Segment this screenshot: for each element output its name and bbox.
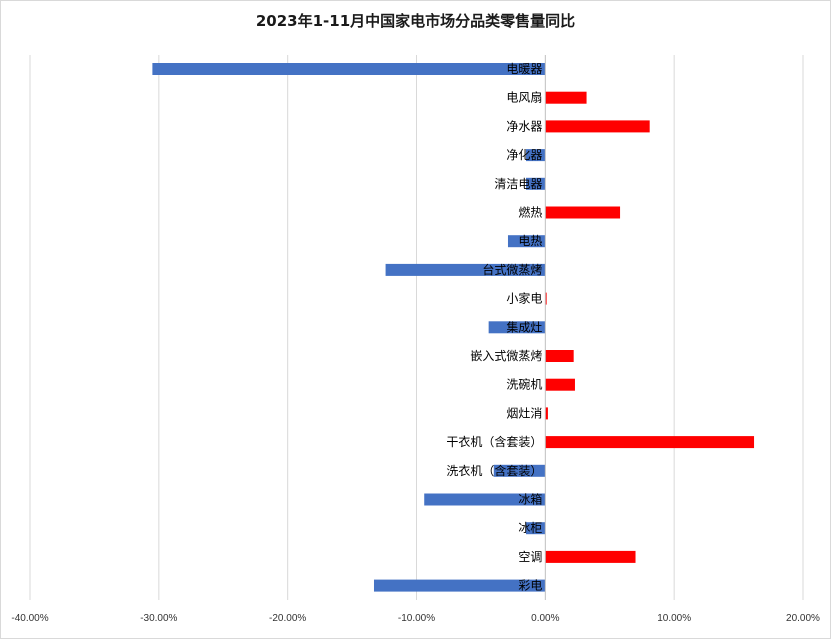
- category-label: 冰柜: [518, 521, 542, 535]
- x-tick-label: 10.00%: [657, 613, 691, 624]
- bar-10: [488, 321, 546, 334]
- chart-title: 2023年1-11月中国家电市场分品类零售量同比: [255, 12, 576, 30]
- grid-lines: [29, 55, 804, 600]
- category-label: 集成灶: [506, 319, 542, 334]
- category-label: 烟灶消: [506, 406, 542, 420]
- bar-19: [373, 579, 546, 592]
- category-label: 净水器: [506, 119, 542, 133]
- category-label: 清洁电器: [494, 177, 542, 191]
- bar-18: [545, 550, 636, 563]
- x-tick-label: -40.00%: [11, 613, 48, 624]
- bars: [152, 63, 755, 592]
- category-label: 台式微蒸烤: [482, 262, 542, 277]
- category-label: 洗碗机: [506, 377, 542, 392]
- bar-6: [545, 206, 621, 219]
- category-label: 干衣机（含套装）: [446, 434, 542, 449]
- bar-16: [424, 493, 546, 506]
- category-label: 洗衣机（含套装）: [446, 463, 542, 478]
- category-labels: 电暖器电风扇净水器净化器清洁电器燃热电热台式微蒸烤小家电集成灶嵌入式微蒸烤洗碗机…: [446, 62, 542, 593]
- x-tick-label: -10.00%: [398, 613, 435, 624]
- bar-9: [545, 292, 547, 305]
- category-label: 净化器: [506, 148, 542, 162]
- bar-11: [545, 350, 574, 362]
- category-label: 电暖器: [506, 62, 542, 76]
- category-label: 空调: [518, 550, 542, 564]
- category-label: 燃热: [518, 205, 542, 220]
- category-label: 电风扇: [506, 90, 542, 105]
- x-tick-label: 0.00%: [531, 613, 559, 624]
- x-tick-labels: -40.00% -30.00% -20.00% -10.00% 0.00% 10.00% 2…: [11, 613, 820, 624]
- bar-12: [545, 378, 575, 391]
- category-label: 电热: [518, 234, 542, 248]
- x-tick-label: 20.00%: [786, 613, 820, 624]
- category-label: 嵌入式微蒸烤: [470, 348, 542, 363]
- bar-13: [545, 407, 548, 420]
- bar-3: [545, 120, 650, 133]
- bar-8: [385, 263, 546, 276]
- bar-4: [526, 149, 546, 162]
- bar-1: [152, 63, 546, 75]
- bar-17: [526, 522, 546, 535]
- category-label: 彩电: [518, 579, 542, 593]
- bar-7: [507, 235, 546, 248]
- bar-14: [545, 436, 755, 449]
- x-tick-label: -30.00%: [140, 613, 177, 624]
- bar-15: [493, 464, 546, 477]
- category-label: 小家电: [506, 291, 542, 306]
- bar-2: [545, 91, 587, 104]
- x-tick-label: -20.00%: [269, 613, 306, 624]
- category-label: 冰箱: [518, 492, 542, 507]
- bar-5: [526, 177, 546, 190]
